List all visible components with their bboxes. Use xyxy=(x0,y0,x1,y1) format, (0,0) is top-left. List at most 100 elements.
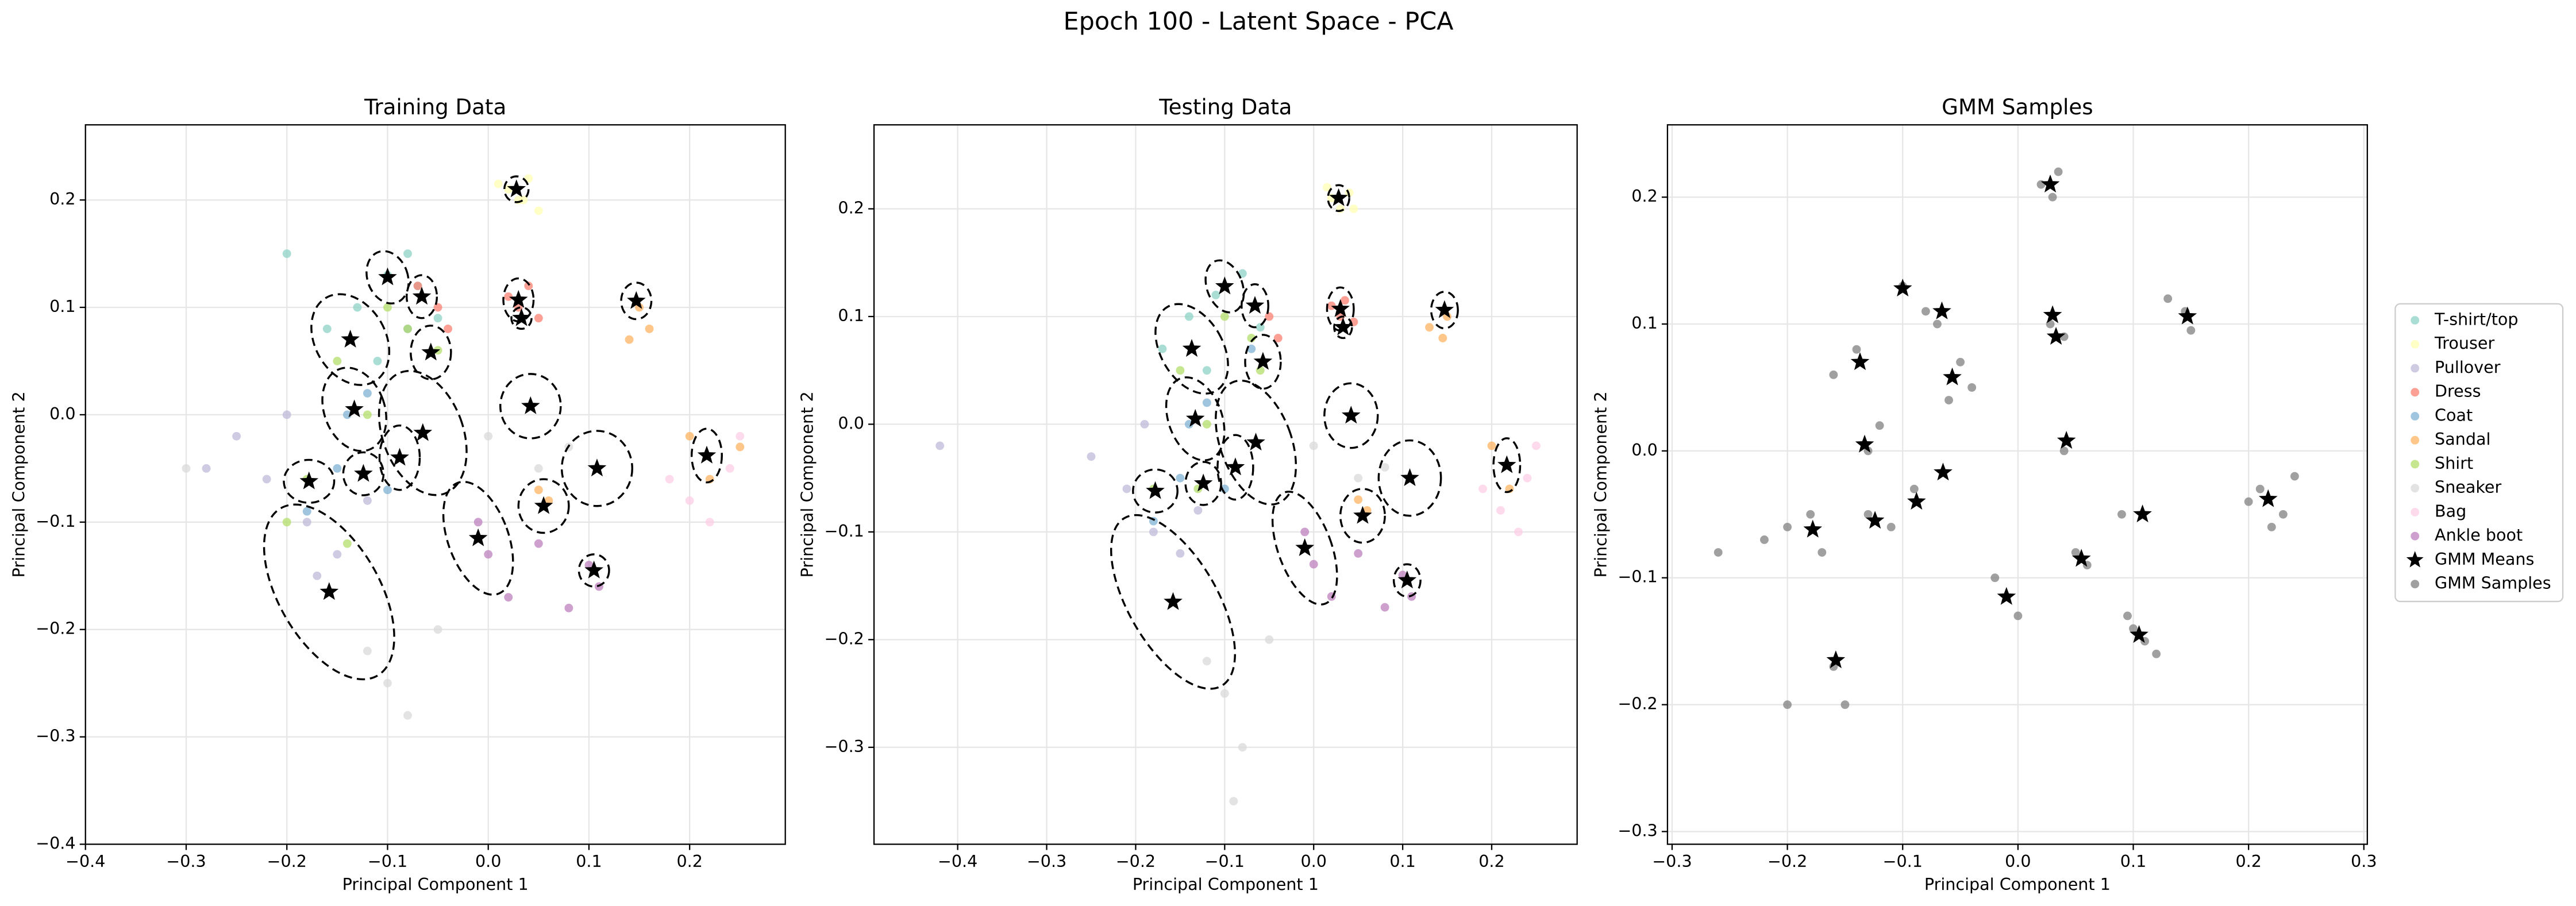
plot-area xyxy=(182,174,745,720)
y-tick-label: −0.3 xyxy=(36,726,75,746)
x-tick-label: −0.2 xyxy=(1768,851,1807,871)
point xyxy=(1886,522,1896,531)
point xyxy=(2163,294,2173,303)
gmm-ellipse xyxy=(510,306,533,330)
y-tick-label: 0.2 xyxy=(838,198,864,217)
y-tick-label: 0.0 xyxy=(838,413,864,433)
gmm-mean xyxy=(2057,431,2076,449)
point xyxy=(1309,441,1318,450)
gmm-mean xyxy=(1865,511,1885,529)
panel: −0.3 −0.2 −0.1 0.0 0.1 0.2 0.3 −0.3 −0.2 −0.1 0.0 0… xyxy=(1591,95,2377,894)
point xyxy=(383,485,392,495)
point xyxy=(1875,421,1884,430)
point xyxy=(1944,396,1953,404)
legend-marker xyxy=(2411,484,2420,493)
point xyxy=(333,550,342,559)
y-axis-label: Principal Component 2 xyxy=(1591,391,1611,577)
x-tick-label: −0.3 xyxy=(166,851,206,871)
gmm-mean xyxy=(2071,549,2091,567)
point xyxy=(1990,573,2000,583)
y-tick-label: −0.3 xyxy=(1618,820,1657,840)
point xyxy=(504,593,513,602)
point xyxy=(1354,473,1363,483)
point xyxy=(736,442,745,452)
gmm-ellipse xyxy=(365,250,410,304)
point xyxy=(342,410,352,419)
point xyxy=(232,431,241,441)
gmm-mean xyxy=(1215,276,1234,295)
gmm-mean xyxy=(587,458,607,477)
x-axis-label: Principal Component 1 xyxy=(1924,874,2111,894)
point xyxy=(1176,473,1185,483)
legend-frame xyxy=(2394,303,2564,603)
point xyxy=(1087,452,1096,461)
point xyxy=(1211,291,1220,299)
gmm-mean xyxy=(1997,587,2016,605)
point xyxy=(1202,419,1211,429)
gmm-mean xyxy=(1893,279,1912,297)
point xyxy=(353,303,362,312)
point xyxy=(1438,334,1447,342)
y-tick-label: −0.4 xyxy=(36,834,75,853)
y-tick-label: 0.0 xyxy=(49,404,75,423)
point xyxy=(1714,548,1723,557)
point xyxy=(403,324,412,333)
point xyxy=(1806,510,1815,519)
gmm-ellipse xyxy=(1271,491,1338,606)
gmm-mean xyxy=(1295,538,1315,556)
x-tick-label: 0.0 xyxy=(475,851,501,871)
point xyxy=(935,441,945,450)
point xyxy=(1354,549,1363,558)
legend-label: T-shirt/top xyxy=(2434,309,2519,329)
gmm-mean xyxy=(1803,519,1823,538)
point xyxy=(444,324,453,333)
point xyxy=(282,518,291,527)
legend-label: Dress xyxy=(2435,381,2481,401)
y-tick-label: 0.1 xyxy=(1631,313,1657,333)
gmm-ellipse xyxy=(1339,488,1386,544)
point xyxy=(1425,323,1434,332)
gmm-ellipse xyxy=(1215,379,1297,506)
gmm-ellipse xyxy=(1333,315,1353,340)
point xyxy=(383,678,392,688)
gmm-ellipse xyxy=(560,430,634,507)
gmm-mean xyxy=(412,287,432,305)
panel: −0.4 −0.3 −0.2 −0.1 0.0 0.1 0.2 −0.3 −0.2 −0.1 0.0… xyxy=(798,95,1578,894)
x-tick-label: −0.3 xyxy=(1652,851,1692,871)
gmm-mean xyxy=(697,445,717,464)
point xyxy=(1149,527,1158,537)
gmm-mean xyxy=(2046,326,2066,345)
point xyxy=(1863,510,1873,519)
gmm-mean xyxy=(413,423,433,441)
point xyxy=(1523,473,1532,483)
point xyxy=(1193,506,1203,515)
x-axis-label: Principal Component 1 xyxy=(342,874,529,894)
gmm-mean xyxy=(390,448,409,466)
gmm-ellipse xyxy=(1244,334,1282,390)
legend-label: GMM Means xyxy=(2435,549,2534,569)
gmm-mean xyxy=(1226,457,1245,476)
gmm-mean xyxy=(507,179,526,198)
gmm-mean xyxy=(1497,455,1516,473)
point xyxy=(1256,323,1265,332)
point xyxy=(1140,419,1149,429)
y-axis-label: Principal Component 2 xyxy=(798,391,817,577)
legend-marker xyxy=(2411,412,2420,421)
gmm-mean xyxy=(512,308,531,326)
point xyxy=(182,464,191,473)
x-tick-label: −0.2 xyxy=(267,851,307,871)
gmm-ellipse xyxy=(410,325,452,380)
legend-label: Sandal xyxy=(2435,429,2490,449)
point xyxy=(564,603,573,612)
point xyxy=(433,314,442,323)
y-tick-label: 0.2 xyxy=(49,189,75,209)
point xyxy=(1354,495,1363,504)
x-tick-label: −0.1 xyxy=(1883,851,1923,871)
gmm-mean xyxy=(1331,299,1350,317)
point xyxy=(625,335,634,344)
point xyxy=(1840,700,1850,710)
y-tick-label: 0.1 xyxy=(838,306,864,325)
gmm-ellipse xyxy=(1132,468,1179,514)
gmm-mean xyxy=(2040,174,2060,192)
point xyxy=(685,431,694,441)
